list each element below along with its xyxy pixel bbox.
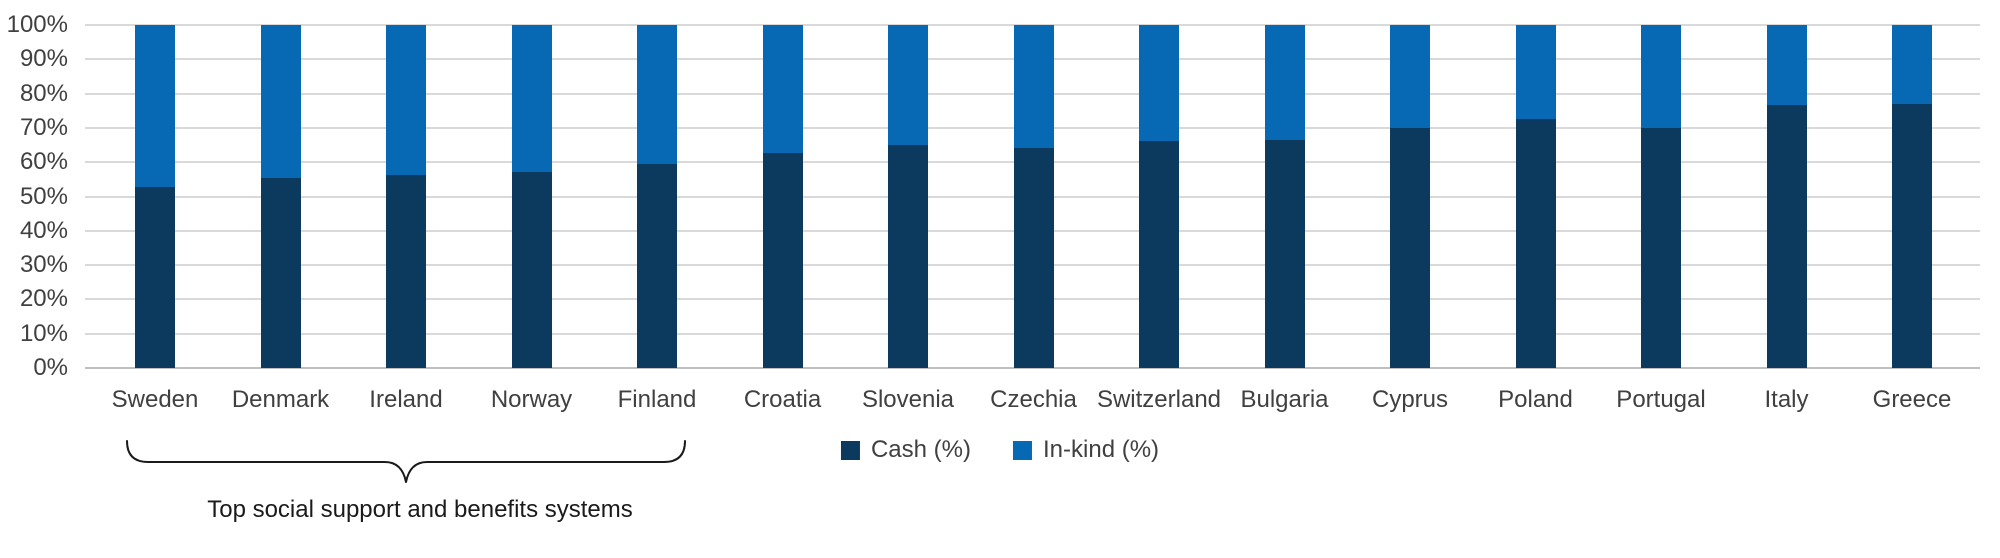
bar-segment-cash-croatia [762, 152, 803, 368]
bar-segment-cash-switzerland [1139, 141, 1179, 368]
bar-norway [511, 25, 552, 368]
legend-label-cash: Cash (%) [870, 436, 971, 463]
bar-segment-cash-sweden [135, 187, 175, 368]
legend-item-cash: Cash (%) [840, 436, 971, 464]
bar-segment-cash-czechia [1013, 148, 1054, 368]
chart-legend: Cash (%) In-kind (%) [840, 436, 1159, 464]
bar-segment-inkind-denmark [260, 25, 301, 178]
x-axis-label-czechia: Czechia [990, 386, 1077, 413]
bar-switzerland [1139, 25, 1179, 368]
x-axis-label-sweden: Sweden [111, 386, 199, 413]
bar-sweden [135, 25, 175, 368]
bar-segment-inkind-portugal [1641, 25, 1681, 128]
x-axis-label-finland: Finland [617, 386, 697, 413]
bar-segment-inkind-poland [1515, 25, 1556, 119]
y-axis-label: 90% [19, 45, 68, 73]
x-axis-label-norway: Norway [490, 386, 573, 413]
y-axis-label: 40% [19, 216, 68, 244]
x-axis-label-cyprus: Cyprus [1371, 386, 1449, 413]
x-axis-label-greece: Greece [1872, 386, 1952, 413]
y-axis-label: 100% [6, 11, 68, 38]
x-axis-label-poland: Poland [1498, 386, 1573, 413]
y-axis-label: 50% [19, 182, 68, 210]
bar-segment-inkind-slovenia [888, 25, 928, 146]
bar-segment-cash-bulgaria [1264, 140, 1305, 368]
bar-segment-cash-poland [1515, 118, 1556, 368]
y-axis-label: 0% [33, 354, 68, 381]
x-axis-label-bulgaria: Bulgaria [1240, 386, 1329, 413]
y-axis-label: 70% [19, 113, 68, 141]
bar-czechia [1013, 25, 1054, 368]
bar-segment-cash-ireland [386, 174, 426, 368]
bar-denmark [260, 25, 301, 368]
bar-italy [1766, 25, 1807, 368]
bar-segment-inkind-norway [511, 25, 552, 173]
x-axis-label-slovenia: Slovenia [861, 386, 955, 413]
cash-swatch-icon [840, 440, 860, 460]
bar-segment-inkind-greece [1892, 25, 1932, 104]
x-axis-label-portugal: Portugal [1616, 386, 1706, 413]
bar-segment-cash-portugal [1641, 127, 1681, 368]
x-axis-label-italy: Italy [1764, 386, 1809, 413]
bar-segment-inkind-czechia [1013, 25, 1054, 149]
x-axis-line [85, 367, 1980, 369]
y-axis-label: 10% [19, 319, 68, 347]
bar-segment-inkind-finland [637, 25, 677, 164]
x-axis-label-denmark: Denmark [231, 386, 330, 413]
bar-cyprus [1390, 25, 1430, 368]
bar-segment-inkind-bulgaria [1264, 25, 1305, 141]
bar-segment-inkind-italy [1766, 25, 1807, 106]
bar-segment-inkind-switzerland [1139, 25, 1179, 142]
x-axis-label-croatia: Croatia [743, 386, 822, 413]
legend-item-inkind: In-kind (%) [1013, 436, 1159, 464]
y-axis-label: 80% [19, 79, 68, 107]
bar-segment-cash-norway [511, 172, 552, 368]
bar-finland [637, 25, 677, 368]
bar-segment-inkind-ireland [386, 25, 426, 175]
y-axis-label: 60% [19, 148, 68, 176]
bar-segment-cash-greece [1892, 103, 1932, 368]
bar-segment-inkind-croatia [762, 25, 803, 153]
bar-bulgaria [1264, 25, 1305, 368]
inkind-swatch-icon [1013, 440, 1032, 460]
bar-segment-cash-italy [1766, 105, 1807, 368]
y-axis-label: 30% [19, 251, 68, 279]
gridline [85, 24, 1980, 26]
x-axis-label-switzerland: Switzerland [1096, 386, 1222, 413]
bar-greece [1892, 25, 1932, 368]
x-axis-label-ireland: Ireland [369, 386, 443, 413]
bar-segment-inkind-sweden [135, 25, 175, 188]
bar-segment-cash-finland [637, 163, 677, 368]
bar-croatia [762, 25, 803, 368]
bracket-annotation-text: Top social support and benefits systems [207, 496, 633, 523]
legend-label-inkind: In-kind (%) [1043, 436, 1160, 463]
bar-slovenia [888, 25, 928, 368]
bar-segment-cash-slovenia [888, 145, 928, 368]
y-axis-label: 20% [19, 285, 68, 313]
bar-portugal [1641, 25, 1681, 368]
bar-poland [1515, 25, 1556, 368]
bar-segment-cash-cyprus [1390, 127, 1430, 368]
bar-segment-inkind-cyprus [1390, 25, 1430, 128]
bar-ireland [386, 25, 426, 368]
bar-segment-cash-denmark [260, 177, 301, 368]
